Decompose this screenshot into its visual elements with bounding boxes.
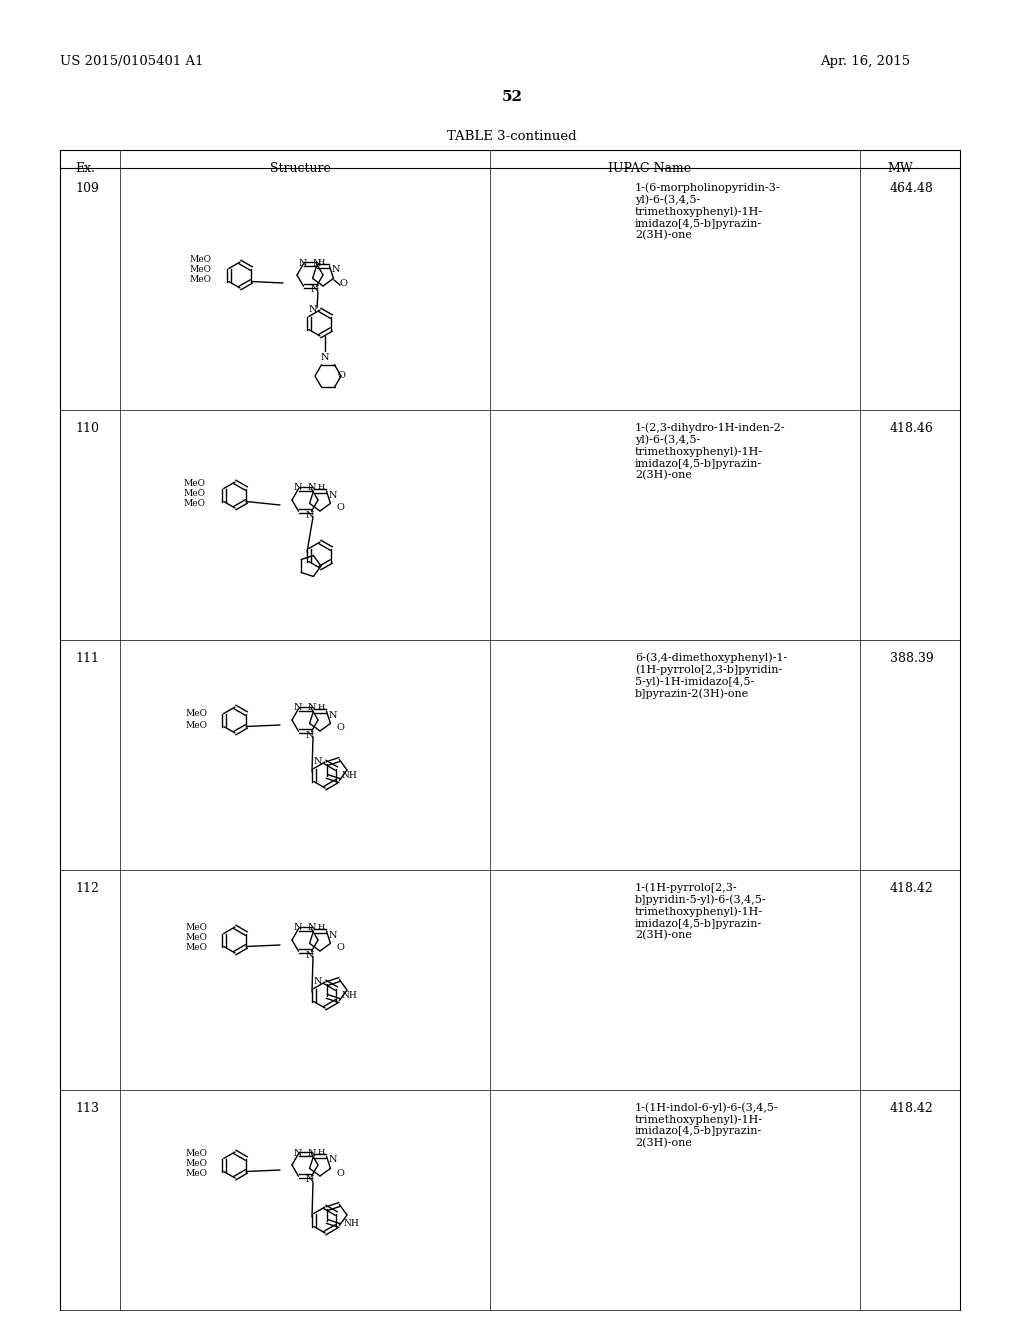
Text: MeO: MeO [190, 256, 212, 264]
Text: MeO: MeO [185, 721, 207, 730]
Text: O: O [339, 279, 347, 288]
Text: US 2015/0105401 A1: US 2015/0105401 A1 [60, 55, 204, 69]
Text: 418.46: 418.46 [890, 422, 934, 436]
Text: N: N [294, 924, 302, 932]
Text: 464.48: 464.48 [890, 182, 934, 195]
Text: NH: NH [341, 990, 357, 999]
Text: N: N [313, 978, 323, 986]
Text: 1-(1H-indol-6-yl)-6-(3,4,5-
trimethoxyphenyl)-1H-
imidazo[4,5-b]pyrazin-
2(3H)-o: 1-(1H-indol-6-yl)-6-(3,4,5- trimethoxyph… [635, 1102, 778, 1148]
Text: MeO: MeO [185, 1168, 207, 1177]
Text: N: N [306, 730, 314, 739]
Text: N: N [308, 924, 316, 932]
Text: MeO: MeO [185, 1148, 207, 1158]
Text: 109: 109 [75, 182, 99, 195]
Text: O: O [336, 1168, 344, 1177]
Text: N: N [329, 710, 337, 719]
Text: NH: NH [343, 1218, 358, 1228]
Text: MeO: MeO [185, 1159, 207, 1167]
Text: N: N [308, 1148, 316, 1158]
Text: 1-(1H-pyrrolo[2,3-
b]pyridin-5-yl)-6-(3,4,5-
trimethoxyphenyl)-1H-
imidazo[4,5-b: 1-(1H-pyrrolo[2,3- b]pyridin-5-yl)-6-(3,… [635, 882, 767, 941]
Text: N: N [306, 1176, 314, 1184]
Text: 6-(3,4-dimethoxyphenyl)-1-
(1H-pyrrolo[2,3-b]pyridin-
5-yl)-1H-imidazo[4,5-
b]py: 6-(3,4-dimethoxyphenyl)-1- (1H-pyrrolo[2… [635, 652, 787, 700]
Text: Apr. 16, 2015: Apr. 16, 2015 [820, 55, 910, 69]
Text: H: H [317, 257, 325, 267]
Text: H: H [317, 923, 325, 931]
Text: Ex.: Ex. [75, 162, 95, 176]
Text: N: N [329, 931, 337, 940]
Text: N: N [321, 354, 330, 363]
Text: MeO: MeO [185, 924, 207, 932]
Text: MeO: MeO [185, 709, 207, 718]
Text: O: O [337, 371, 345, 380]
Text: N: N [308, 704, 316, 713]
Text: N: N [309, 305, 317, 314]
Text: 1-(6-morpholinopyridin-3-
yl)-6-(3,4,5-
trimethoxyphenyl)-1H-
imidazo[4,5-b]pyra: 1-(6-morpholinopyridin-3- yl)-6-(3,4,5- … [635, 182, 780, 240]
Text: MeO: MeO [185, 944, 207, 953]
Text: N: N [294, 1148, 302, 1158]
Text: MeO: MeO [185, 933, 207, 942]
Text: N: N [312, 259, 322, 268]
Text: MeO: MeO [183, 479, 205, 487]
Text: N: N [329, 491, 337, 499]
Text: N: N [299, 259, 307, 268]
Text: 418.42: 418.42 [890, 882, 934, 895]
Text: 112: 112 [75, 882, 99, 895]
Text: IUPAC Name: IUPAC Name [608, 162, 691, 176]
Text: 52: 52 [502, 90, 522, 104]
Text: N: N [310, 285, 319, 294]
Text: 110: 110 [75, 422, 99, 436]
Text: MW: MW [887, 162, 912, 176]
Text: MeO: MeO [183, 488, 205, 498]
Text: 113: 113 [75, 1102, 99, 1115]
Text: O: O [336, 944, 344, 953]
Text: MeO: MeO [183, 499, 205, 507]
Text: N: N [294, 483, 302, 492]
Text: O: O [336, 503, 344, 512]
Text: N: N [306, 511, 314, 520]
Text: N: N [329, 1155, 337, 1164]
Text: 111: 111 [75, 652, 99, 665]
Text: Structure: Structure [269, 162, 331, 176]
Text: N: N [308, 483, 316, 492]
Text: NH: NH [341, 771, 357, 780]
Text: 388.39: 388.39 [890, 652, 934, 665]
Text: N: N [306, 950, 314, 960]
Text: H: H [317, 1148, 325, 1156]
Text: H: H [317, 704, 325, 711]
Text: 418.42: 418.42 [890, 1102, 934, 1115]
Text: O: O [336, 723, 344, 733]
Text: N: N [294, 704, 302, 713]
Text: MeO: MeO [190, 265, 212, 275]
Text: H: H [317, 483, 325, 491]
Text: MeO: MeO [190, 276, 212, 285]
Text: N: N [332, 265, 340, 275]
Text: 1-(2,3-dihydro-1H-inden-2-
yl)-6-(3,4,5-
trimethoxyphenyl)-1H-
imidazo[4,5-b]pyr: 1-(2,3-dihydro-1H-inden-2- yl)-6-(3,4,5-… [635, 422, 785, 480]
Text: TABLE 3-continued: TABLE 3-continued [447, 129, 577, 143]
Text: N: N [313, 758, 323, 767]
